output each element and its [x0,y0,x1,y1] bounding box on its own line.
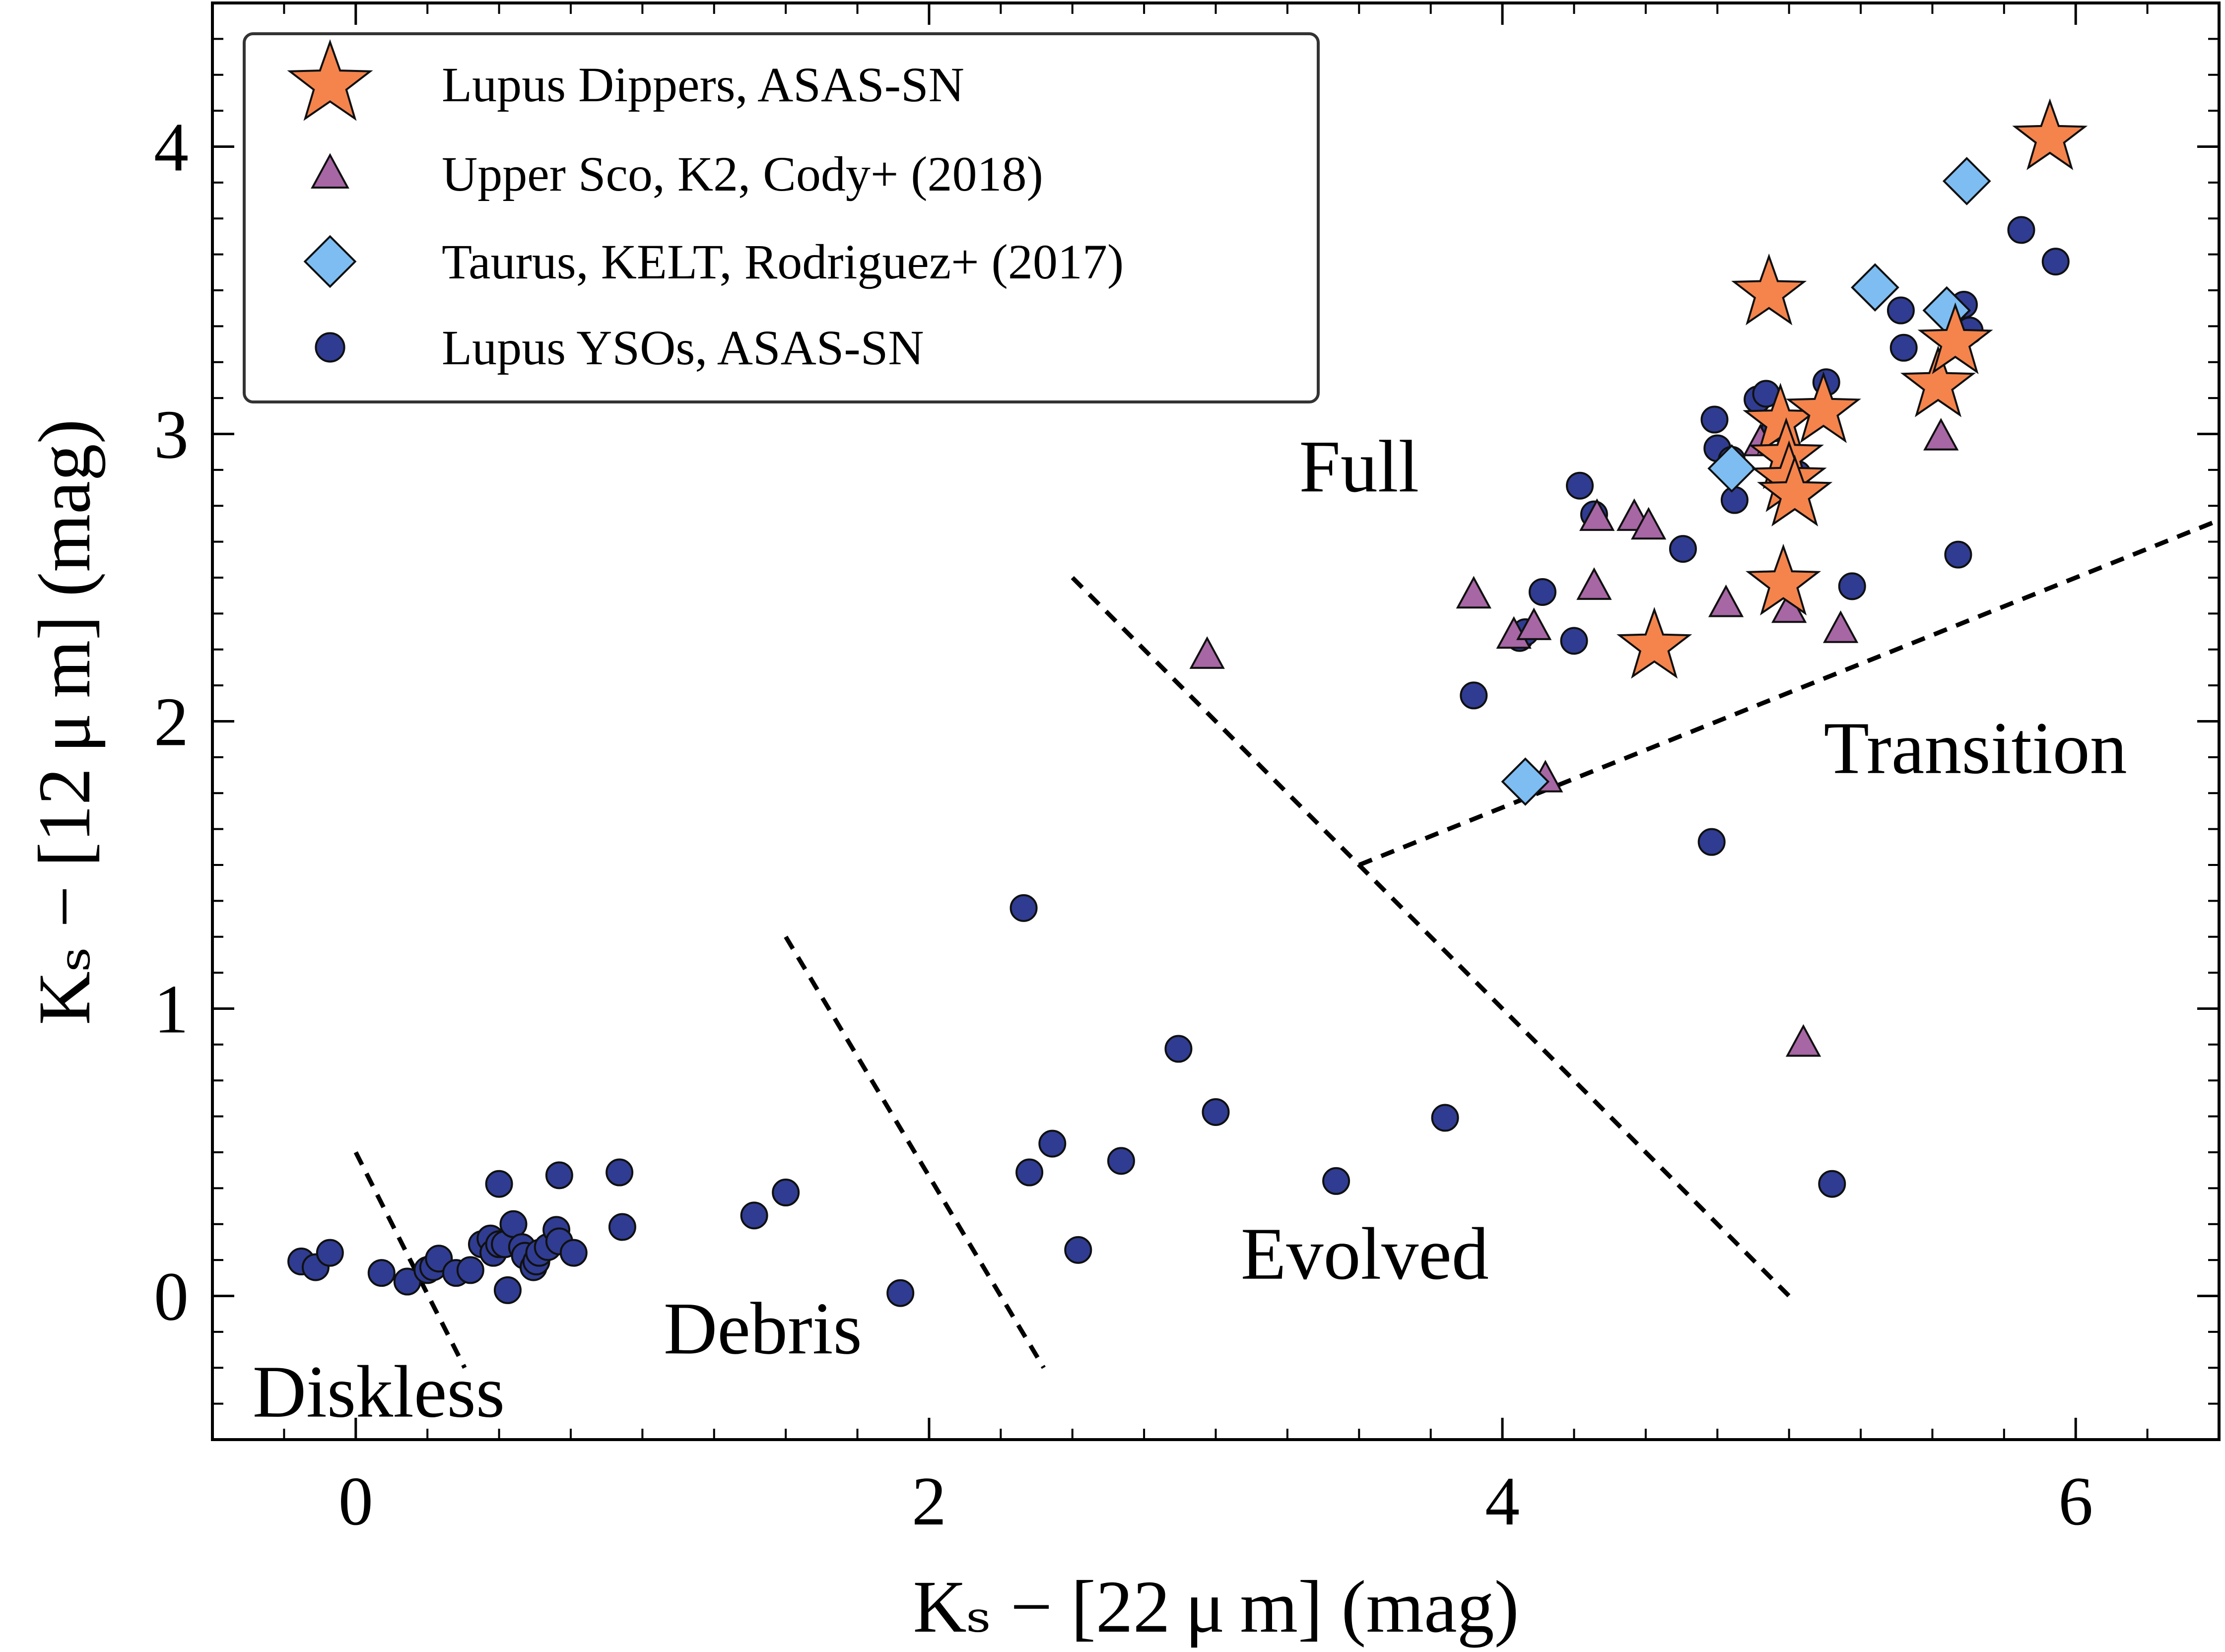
lupus-yso-point [1164,1035,1193,1063]
dipper-point [1746,543,1821,616]
lupus-yso-point [1700,405,1729,434]
dipper-point [2012,98,2088,170]
upper-sco-point [1630,507,1667,540]
y-tick-label: 1 [154,971,189,1048]
lupus-yso-point [772,1179,800,1207]
legend-marker-upper-sco [311,153,349,189]
lupus-yso-point [1202,1098,1230,1126]
lupus-yso-point [606,1158,634,1187]
lupus-yso-point [1669,535,1697,563]
region-label-full: Full [1299,425,1419,508]
lupus-yso-point [1944,540,1972,569]
upper-sco-point [1785,1024,1821,1057]
taurus-point [1942,157,1991,205]
evolved-full-boundary [1071,576,1791,1298]
data-points [287,98,2088,1307]
lupus-yso-point [1720,486,1749,514]
legend-label-taurus: Taurus, KELT, Rodriguez+ (2017) [442,234,1124,289]
legend-marker-taurus [303,235,357,288]
lupus-yso-point [1887,296,1915,325]
legend-marker-lupus-ysos [315,332,345,363]
lupus-yso-point [1566,471,1594,500]
lupus-yso-point [608,1213,636,1241]
region-label-debris: Debris [664,1287,862,1370]
tick-labels: 0 2 4 6 0 1 2 3 4 [154,109,2093,1540]
x-tick-label: 4 [1485,1463,1520,1540]
taurus-point [1851,263,1899,312]
upper-sco-point [1456,576,1491,609]
lupus-yso-point [1889,333,1918,362]
lupus-yso-point [2041,248,2070,276]
legend-label-upper-sco: Upper Sco, K2, Cody+ (2018) [442,146,1043,201]
upper-sco-point [1516,607,1552,640]
lupus-yso-point [456,1256,484,1284]
y-tick-label: 3 [154,396,189,473]
dipper-point [1757,455,1833,527]
legend-label-dippers: Lupus Dippers, ASAS-SN [442,57,964,112]
dipper-point [1731,253,1807,326]
taurus-point [1501,757,1550,806]
dipper-point [1900,345,1976,417]
lupus-yso-point [1460,681,1488,710]
upper-sco-point [1189,636,1225,669]
axis-labels: Kₛ − [22 μ m] (mag) Kₛ − [12 μ m] (mag) [23,419,1519,1648]
x-tick-label: 6 [2058,1463,2093,1540]
taurus-point [1707,444,1756,493]
region-labels: Full Transition Evolved Debris Diskless [253,425,2127,1433]
lupus-yso-point [1818,1170,1846,1198]
region-label-evolved: Evolved [1241,1213,1489,1295]
x-tick-label: 0 [338,1463,373,1540]
dipper-point [1917,302,1993,374]
y-tick-label: 2 [154,684,189,761]
lupus-yso-point [493,1276,522,1304]
axis-ticks [211,2,2220,1441]
legend-box [243,32,1320,403]
lupus-yso-point [740,1201,768,1230]
boundary-lines [353,518,2220,1369]
lupus-yso-point [316,1239,344,1267]
lupus-yso-point [1322,1167,1350,1195]
upper-sco-point [1579,498,1615,531]
full-transition-boundary [1358,518,2220,867]
legend-label-lupus-ysos: Lupus YSOs, ASAS-SN [442,320,924,375]
lupus-yso-point [2007,216,2035,244]
lupus-yso-point [1431,1104,1459,1132]
lupus-yso-point [367,1259,396,1287]
lupus-yso-point [559,1239,588,1267]
lupus-yso-point [886,1279,915,1307]
lupus-yso-point [1010,894,1038,922]
y-tick-label: 4 [154,109,189,186]
lupus-yso-point [1038,1129,1067,1158]
lupus-yso-point [1528,578,1556,606]
lupus-yso-point [1838,572,1866,600]
y-axis-label: Kₛ − [12 μ m] (mag) [23,419,106,1025]
upper-sco-point [1708,584,1744,617]
upper-sco-point [1576,567,1612,600]
dipper-point [1785,371,1861,443]
region-label-transition: Transition [1823,707,2127,790]
debris-evolved-boundary [784,935,1046,1369]
lupus-yso-point [1560,627,1588,655]
lupus-yso-point [485,1170,513,1198]
diskless-debris-boundary [353,1151,467,1369]
x-axis-label: Kₛ − [22 μ m] (mag) [913,1566,1519,1648]
upper-sco-point [1923,418,1959,451]
region-label-diskless: Diskless [253,1351,505,1433]
legend: Lupus Dippers, ASAS-SN Upper Sco, K2, Cod… [243,32,1320,403]
lupus-yso-point [1015,1158,1044,1187]
y-tick-label: 0 [154,1258,189,1335]
upper-sco-point [1822,610,1859,643]
lupus-yso-point [545,1161,573,1189]
legend-marker-dippers [287,39,373,121]
lupus-yso-point [1107,1147,1135,1175]
lupus-yso-point [499,1210,528,1238]
dipper-point [1617,607,1692,679]
lupus-yso-point [1697,828,1726,856]
lupus-yso-point [1064,1236,1092,1264]
x-tick-label: 2 [912,1463,946,1540]
